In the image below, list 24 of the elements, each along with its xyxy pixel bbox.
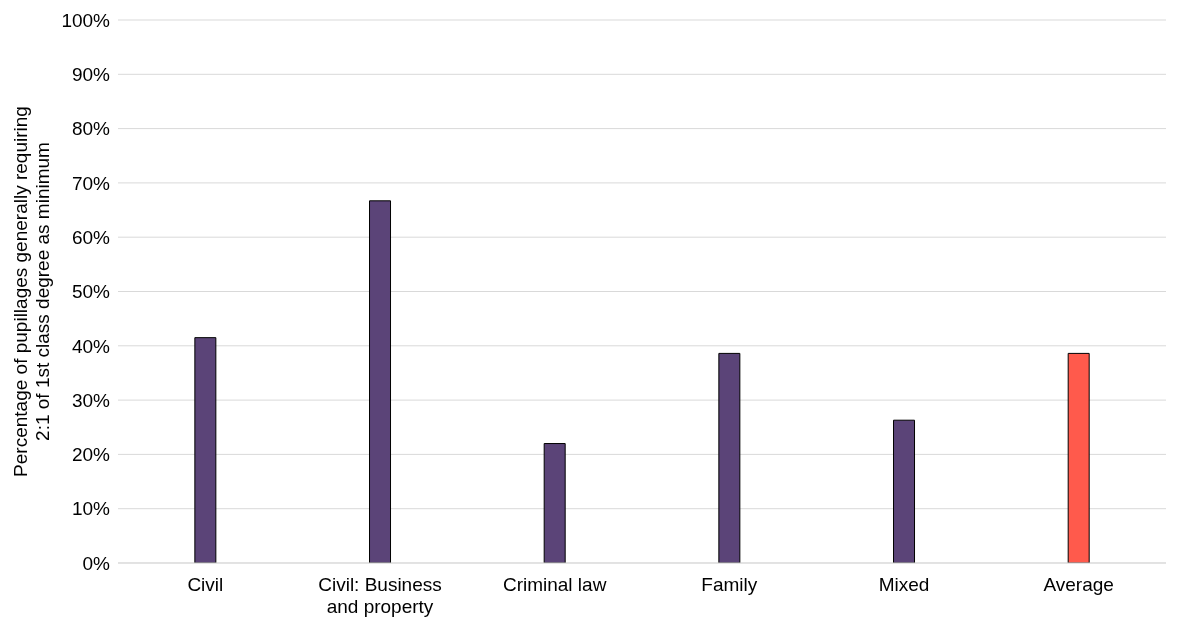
bar: [194, 337, 217, 563]
y-tick-label: 90%: [71, 64, 111, 86]
bar: [893, 419, 916, 563]
x-tick-label: Mixed: [878, 574, 930, 595]
y-tick-label: 30%: [71, 389, 111, 411]
y-tick-label: 100%: [61, 9, 111, 31]
y-tick-label: 0%: [82, 552, 111, 574]
bar: [369, 200, 392, 563]
y-tick-label: 70%: [71, 172, 111, 194]
x-tick-label: Civil: Business and property: [318, 574, 442, 617]
bar: [1067, 352, 1090, 563]
bar: [543, 443, 566, 563]
y-tick-label: 80%: [71, 118, 111, 140]
x-tick-label: Criminal law: [502, 574, 607, 595]
y-tick-label: 40%: [71, 335, 111, 357]
x-tick-label: Average: [1043, 574, 1114, 595]
y-tick-label: 60%: [71, 226, 111, 248]
y-tick-label: 20%: [71, 444, 111, 466]
x-tick-label: Civil: [187, 574, 224, 595]
x-tick-label: Family: [701, 574, 758, 595]
y-tick-label: 10%: [71, 498, 111, 520]
y-tick-label: 50%: [71, 281, 111, 303]
y-axis-title: Percentage of pupillages generally requiring 2:1 of 1st class degree as minimum: [10, 106, 53, 477]
bar: [718, 352, 741, 563]
